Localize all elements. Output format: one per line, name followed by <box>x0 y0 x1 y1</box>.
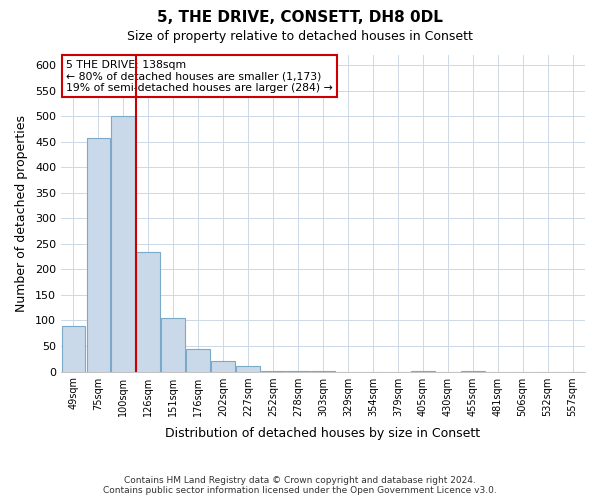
X-axis label: Distribution of detached houses by size in Consett: Distribution of detached houses by size … <box>166 427 481 440</box>
Text: 5 THE DRIVE: 138sqm
← 80% of detached houses are smaller (1,173)
19% of semi-det: 5 THE DRIVE: 138sqm ← 80% of detached ho… <box>66 60 333 93</box>
Bar <box>161 318 185 372</box>
Bar <box>136 252 160 372</box>
Bar <box>187 348 210 372</box>
Bar <box>261 370 285 372</box>
Bar <box>461 371 485 372</box>
Text: Contains HM Land Registry data © Crown copyright and database right 2024.
Contai: Contains HM Land Registry data © Crown c… <box>103 476 497 495</box>
Bar <box>62 326 85 372</box>
Text: 5, THE DRIVE, CONSETT, DH8 0DL: 5, THE DRIVE, CONSETT, DH8 0DL <box>157 10 443 25</box>
Bar <box>311 371 335 372</box>
Text: Size of property relative to detached houses in Consett: Size of property relative to detached ho… <box>127 30 473 43</box>
Bar <box>112 116 135 372</box>
Bar <box>236 366 260 372</box>
Bar <box>211 362 235 372</box>
Bar <box>286 371 310 372</box>
Bar <box>411 371 434 372</box>
Bar <box>86 138 110 372</box>
Y-axis label: Number of detached properties: Number of detached properties <box>15 115 28 312</box>
